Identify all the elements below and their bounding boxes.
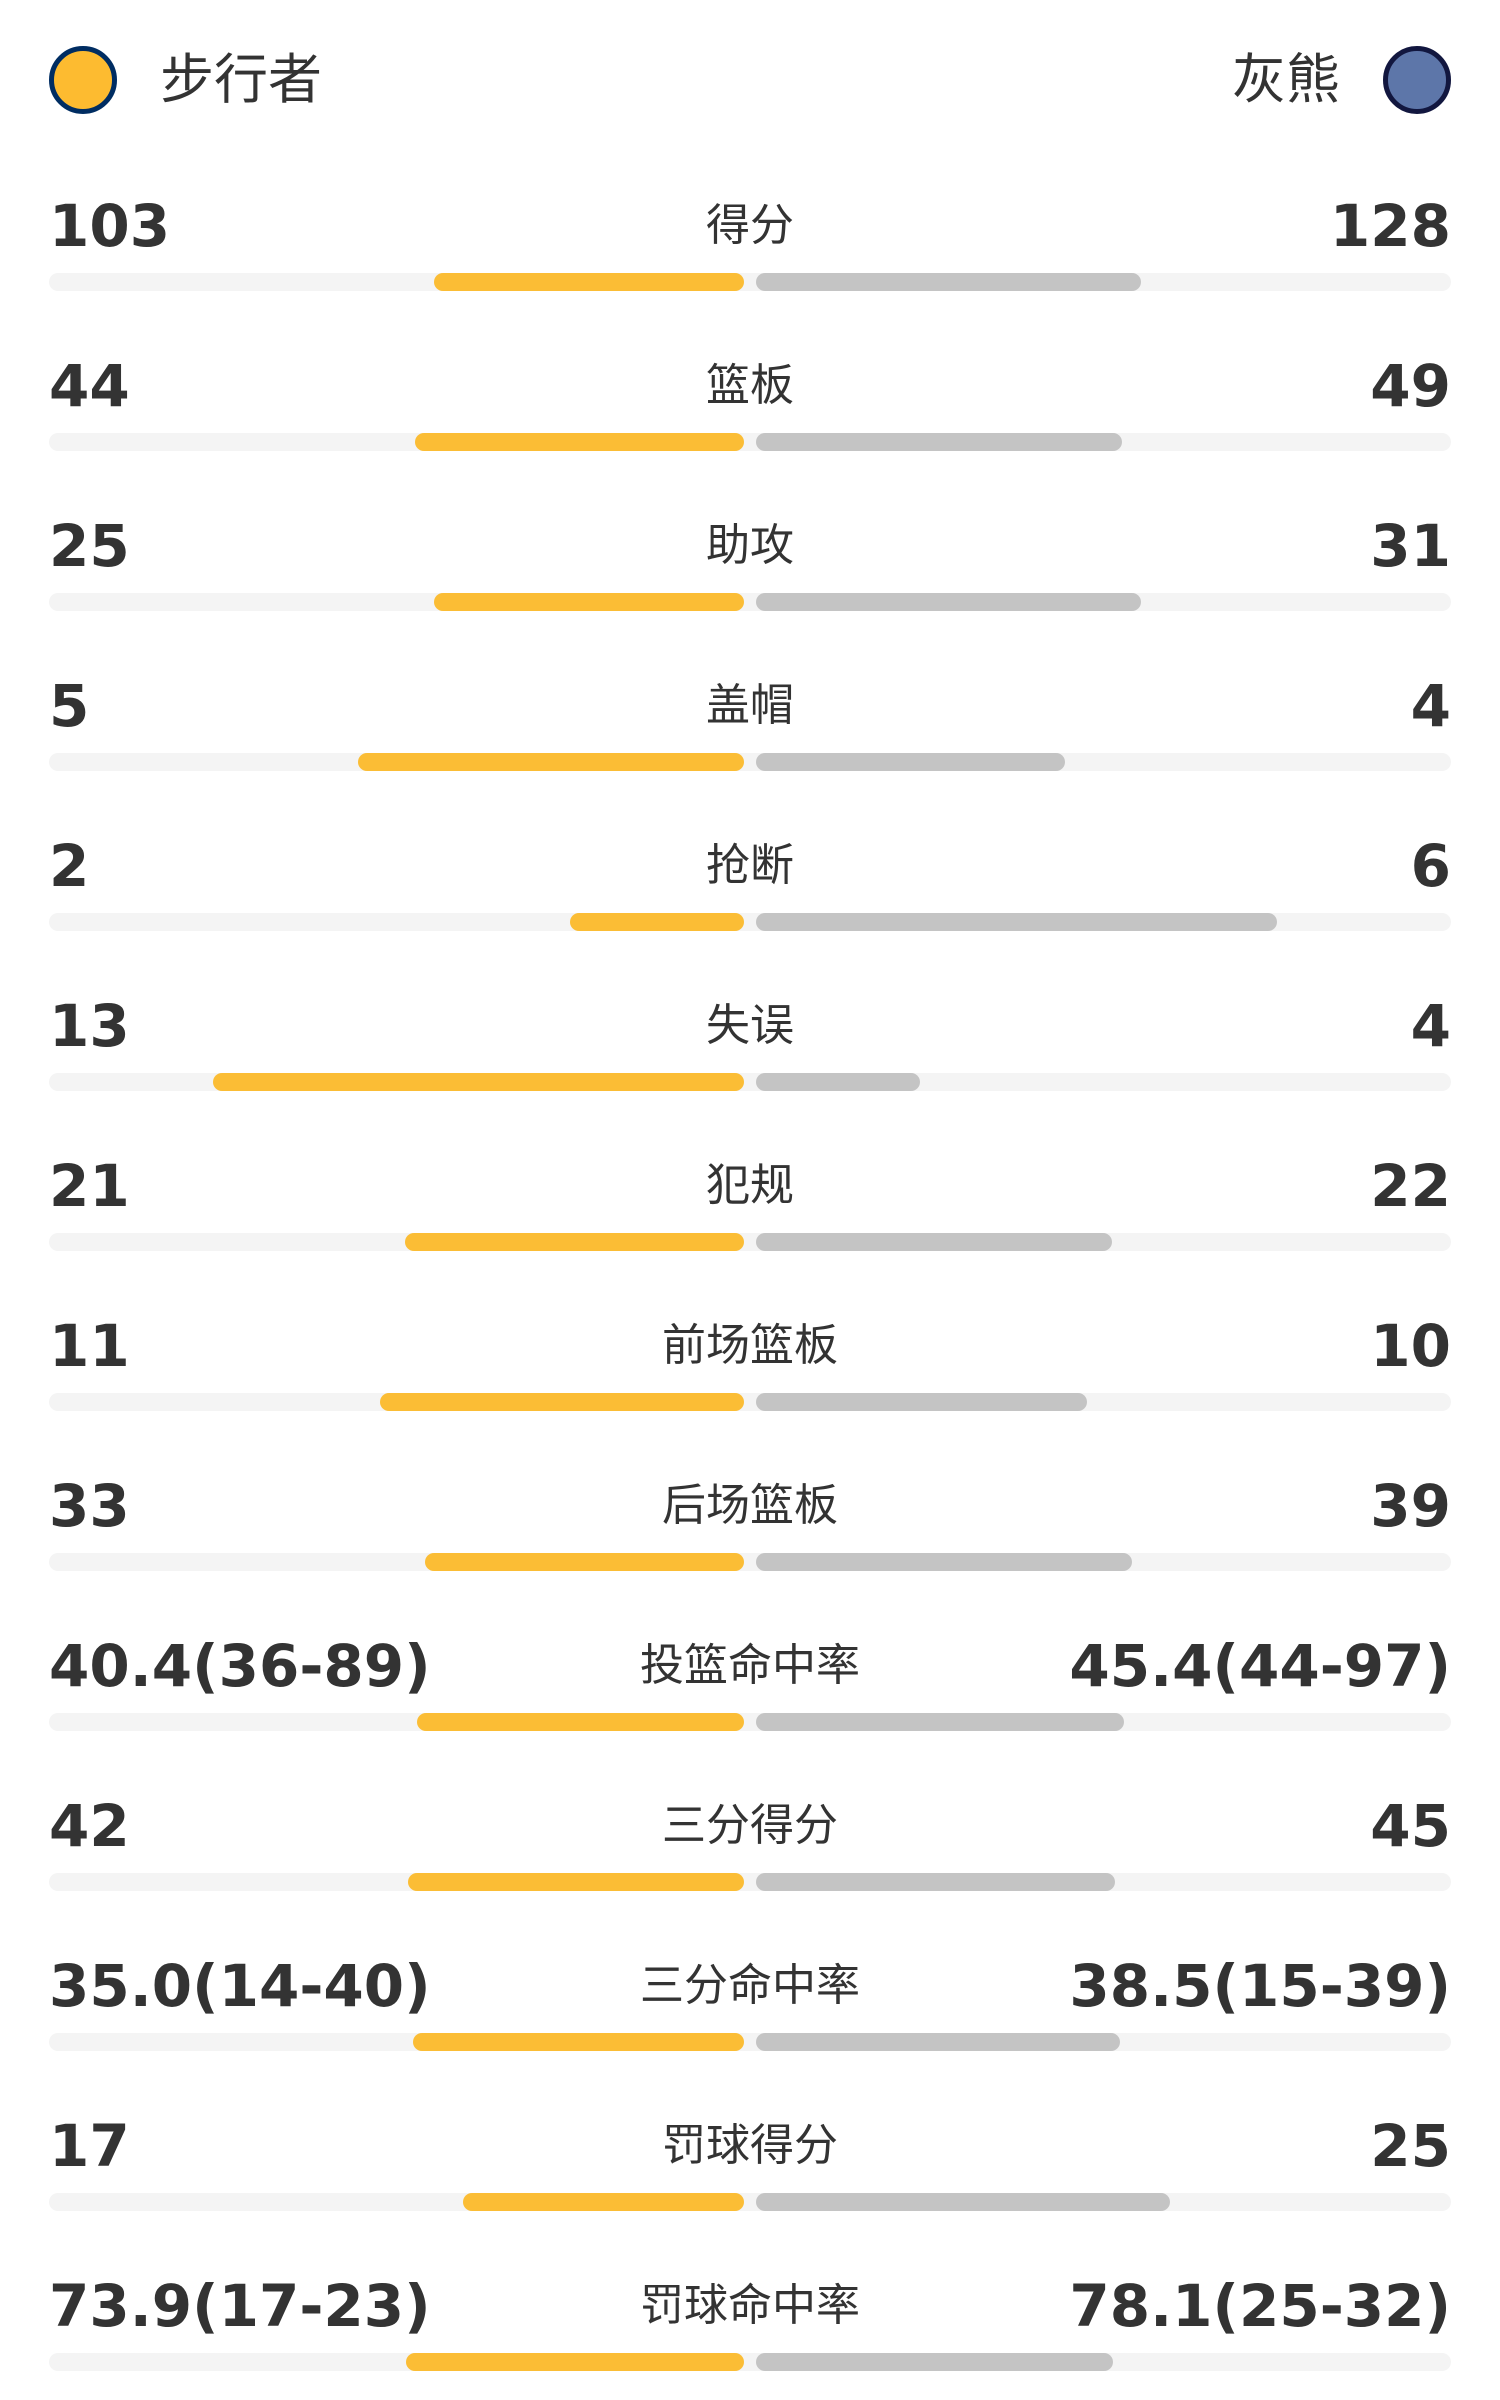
home-value: 73.9(17-23) [49,2272,431,2340]
track [49,273,1451,291]
home-value: 13 [49,992,130,1060]
stat-label: 罚球命中率 [640,2280,860,2331]
home-bar [433,593,744,611]
home-bar [408,1873,744,1891]
stat-label: 三分得分 [662,1800,838,1851]
stat-label: 盖帽 [706,680,794,731]
away-value: 38.5(15-39) [1069,1952,1451,2020]
away-value: 25 [1370,2112,1451,2180]
away-bar [756,433,1123,451]
stat-label: 篮板 [706,360,794,411]
track [49,2193,1451,2211]
stat-label: 抢断 [706,840,794,891]
away-bar [756,1233,1112,1251]
home-bar [413,2033,744,2051]
stat-label: 后场篮板 [662,1480,838,1531]
away-bar [756,2353,1114,2371]
home-value: 5 [49,672,90,740]
home-value: 35.0(14-40) [49,1952,431,2020]
home-bar [425,1553,744,1571]
track [49,433,1451,451]
home-bar [462,2193,744,2211]
away-bar [756,2193,1170,2211]
away-bar [756,913,1278,931]
away-value: 45 [1370,1792,1451,1860]
track [49,593,1451,611]
away-bar [756,273,1142,291]
track [49,1873,1451,1891]
stat-label: 三分命中率 [640,1960,860,2011]
away-value: 78.1(25-32) [1069,2272,1451,2340]
track [49,753,1451,771]
home-team: 步行者 [160,48,322,111]
away-bar [756,1073,920,1091]
home-value: 42 [49,1792,130,1860]
home-value: 40.4(36-89) [49,1632,431,1700]
home-value: 2 [49,832,90,900]
home-value: 25 [49,512,130,580]
stat-label: 得分 [706,200,794,251]
stat-label: 犯规 [706,1160,794,1211]
home-value: 21 [49,1152,130,1220]
home-bar [434,273,744,291]
track [49,1233,1451,1251]
track [49,1553,1451,1571]
away-bar [756,2033,1121,2051]
home-value: 33 [49,1472,130,1540]
stat-label: 助攻 [706,520,794,571]
away-value: 6 [1410,832,1451,900]
stat-label: 投篮命中率 [640,1640,860,1691]
home-logo [49,46,117,114]
home-bar [415,433,744,451]
track [49,1713,1451,1731]
away-bar [756,593,1141,611]
home-bar [406,2353,744,2371]
away-bar [756,1393,1087,1411]
away-value: 39 [1370,1472,1451,1540]
stat-label: 失误 [706,1000,794,1051]
away-team: 灰熊 [1232,48,1340,111]
away-value: 10 [1370,1312,1451,1380]
track [49,1393,1451,1411]
away-value: 49 [1370,352,1451,420]
away-logo [1383,46,1451,114]
away-value: 4 [1410,992,1451,1060]
away-value: 128 [1329,192,1451,260]
track [49,2033,1451,2051]
away-bar [756,1713,1124,1731]
away-value: 22 [1370,1152,1451,1220]
home-bar [379,1393,744,1411]
stat-label: 罚球得分 [662,2120,838,2171]
away-value: 4 [1410,672,1451,740]
home-bar [570,913,744,931]
home-bar [404,1233,744,1251]
track [49,2353,1451,2371]
away-bar [756,753,1065,771]
home-value: 103 [49,192,171,260]
home-bar [416,1713,744,1731]
home-value: 11 [49,1312,130,1380]
home-value: 44 [49,352,130,420]
away-bar [756,1553,1133,1571]
home-bar [357,753,744,771]
away-value: 31 [1370,512,1451,580]
stat-label: 前场篮板 [662,1320,838,1371]
home-bar [212,1073,744,1091]
away-bar [756,1873,1116,1891]
home-value: 17 [49,2112,130,2180]
away-value: 45.4(44-97) [1069,1632,1451,1700]
